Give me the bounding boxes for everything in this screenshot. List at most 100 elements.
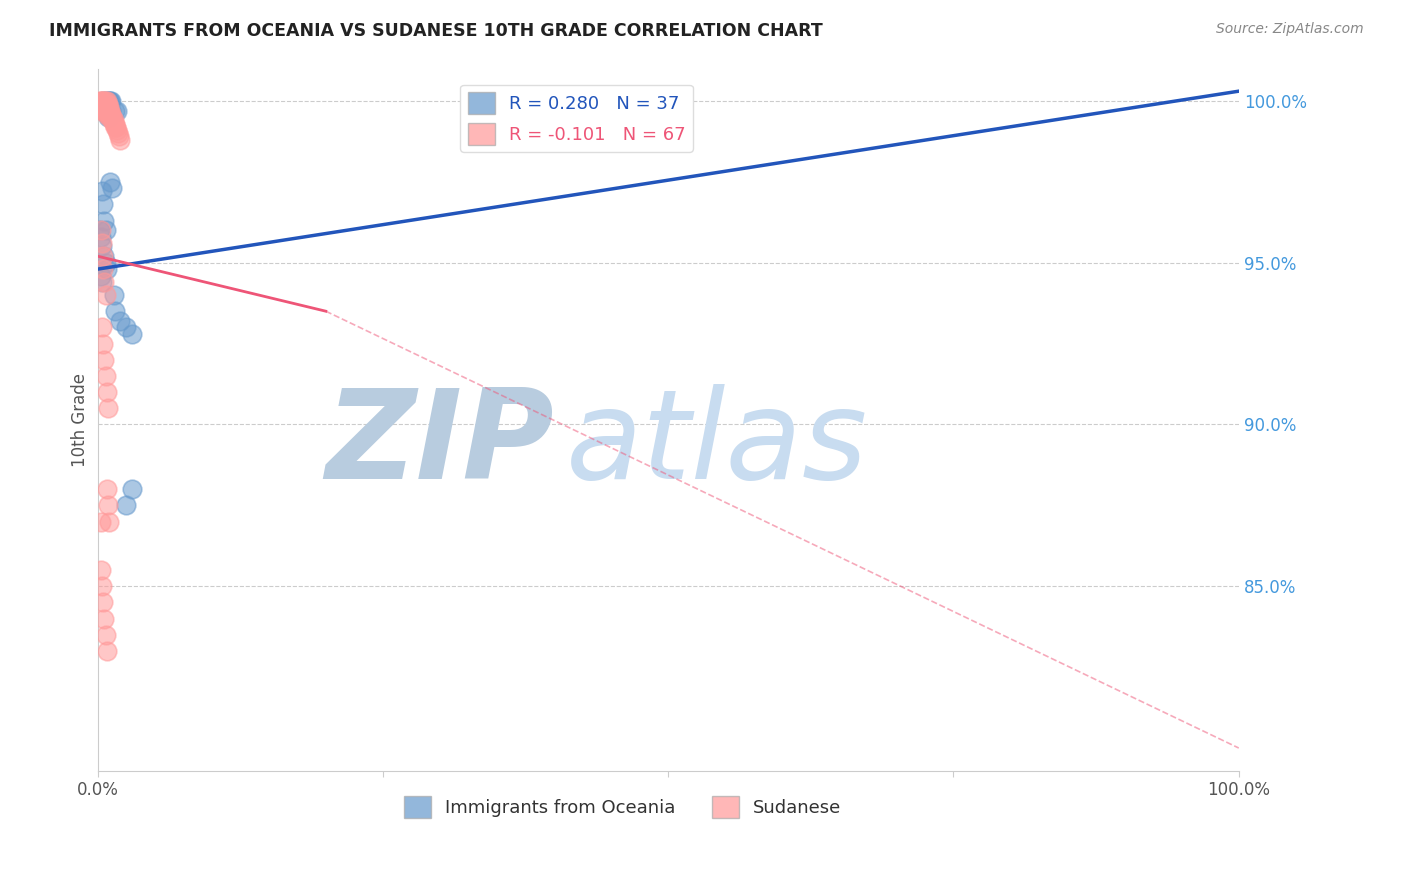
Point bbox=[93, 213, 115, 227]
Point bbox=[97, 401, 120, 416]
Point bbox=[110, 314, 132, 328]
Point bbox=[104, 103, 127, 118]
Point bbox=[96, 100, 118, 114]
Point bbox=[101, 181, 124, 195]
Point bbox=[101, 110, 124, 124]
Point bbox=[93, 249, 115, 263]
Point bbox=[96, 107, 118, 121]
Point bbox=[110, 133, 132, 147]
Point bbox=[90, 97, 112, 112]
Point bbox=[105, 123, 128, 137]
Text: atlas: atlas bbox=[565, 384, 868, 505]
Point bbox=[90, 223, 112, 237]
Point bbox=[89, 223, 111, 237]
Point bbox=[108, 129, 131, 144]
Point bbox=[104, 116, 127, 130]
Point bbox=[104, 120, 127, 134]
Point bbox=[90, 268, 112, 283]
Point bbox=[96, 482, 118, 496]
Point bbox=[97, 103, 120, 118]
Text: ZIP: ZIP bbox=[325, 384, 554, 505]
Point bbox=[98, 97, 121, 112]
Point bbox=[98, 515, 121, 529]
Point bbox=[91, 94, 114, 108]
Point bbox=[91, 100, 114, 114]
Text: IMMIGRANTS FROM OCEANIA VS SUDANESE 10TH GRADE CORRELATION CHART: IMMIGRANTS FROM OCEANIA VS SUDANESE 10TH… bbox=[49, 22, 823, 40]
Point bbox=[91, 97, 114, 112]
Point bbox=[89, 94, 111, 108]
Point bbox=[96, 385, 118, 400]
Point bbox=[97, 94, 120, 108]
Point bbox=[91, 97, 114, 112]
Point bbox=[96, 103, 118, 118]
Point bbox=[90, 515, 112, 529]
Point bbox=[115, 320, 138, 334]
Point bbox=[94, 223, 117, 237]
Point bbox=[93, 103, 115, 118]
Point bbox=[91, 249, 114, 263]
Point bbox=[98, 94, 121, 108]
Point bbox=[100, 94, 122, 108]
Point bbox=[91, 239, 114, 253]
Point bbox=[90, 94, 112, 108]
Point bbox=[103, 113, 125, 128]
Point bbox=[94, 100, 117, 114]
Point bbox=[93, 94, 115, 108]
Point bbox=[103, 288, 125, 302]
Point bbox=[91, 579, 114, 593]
Point bbox=[96, 644, 118, 658]
Point bbox=[91, 94, 114, 108]
Legend: Immigrants from Oceania, Sudanese: Immigrants from Oceania, Sudanese bbox=[396, 789, 849, 825]
Point bbox=[100, 103, 122, 118]
Point bbox=[98, 175, 121, 189]
Point bbox=[101, 113, 124, 128]
Point bbox=[94, 107, 117, 121]
Point bbox=[103, 116, 125, 130]
Point bbox=[94, 628, 117, 642]
Point bbox=[121, 482, 143, 496]
Point bbox=[91, 275, 114, 289]
Point bbox=[97, 110, 120, 124]
Point bbox=[104, 120, 127, 134]
Point bbox=[94, 368, 117, 383]
Point bbox=[93, 352, 115, 367]
Point bbox=[91, 185, 114, 199]
Point bbox=[93, 275, 115, 289]
Point bbox=[93, 612, 115, 626]
Point bbox=[91, 197, 114, 211]
Point bbox=[93, 100, 115, 114]
Point bbox=[91, 262, 114, 277]
Point bbox=[98, 110, 121, 124]
Point bbox=[98, 94, 121, 108]
Point bbox=[90, 563, 112, 577]
Point bbox=[100, 110, 122, 124]
Point bbox=[94, 103, 117, 118]
Point bbox=[100, 107, 122, 121]
Point bbox=[97, 100, 120, 114]
Point bbox=[107, 126, 129, 140]
Point bbox=[98, 107, 121, 121]
Point bbox=[91, 595, 114, 609]
Point bbox=[96, 262, 118, 277]
Point bbox=[91, 236, 114, 251]
Point bbox=[94, 94, 117, 108]
Point bbox=[94, 288, 117, 302]
Point bbox=[94, 94, 117, 108]
Text: Source: ZipAtlas.com: Source: ZipAtlas.com bbox=[1216, 22, 1364, 37]
Point bbox=[105, 103, 128, 118]
Point bbox=[98, 103, 121, 118]
Point bbox=[91, 336, 114, 351]
Point bbox=[91, 103, 114, 118]
Point bbox=[115, 499, 138, 513]
Point bbox=[91, 100, 114, 114]
Point bbox=[97, 97, 120, 112]
Point bbox=[94, 255, 117, 269]
Point bbox=[104, 304, 127, 318]
Point bbox=[98, 103, 121, 118]
Point bbox=[91, 94, 114, 108]
Point bbox=[94, 100, 117, 114]
Point bbox=[121, 326, 143, 341]
Point bbox=[96, 94, 118, 108]
Y-axis label: 10th Grade: 10th Grade bbox=[72, 373, 89, 467]
Point bbox=[96, 97, 118, 112]
